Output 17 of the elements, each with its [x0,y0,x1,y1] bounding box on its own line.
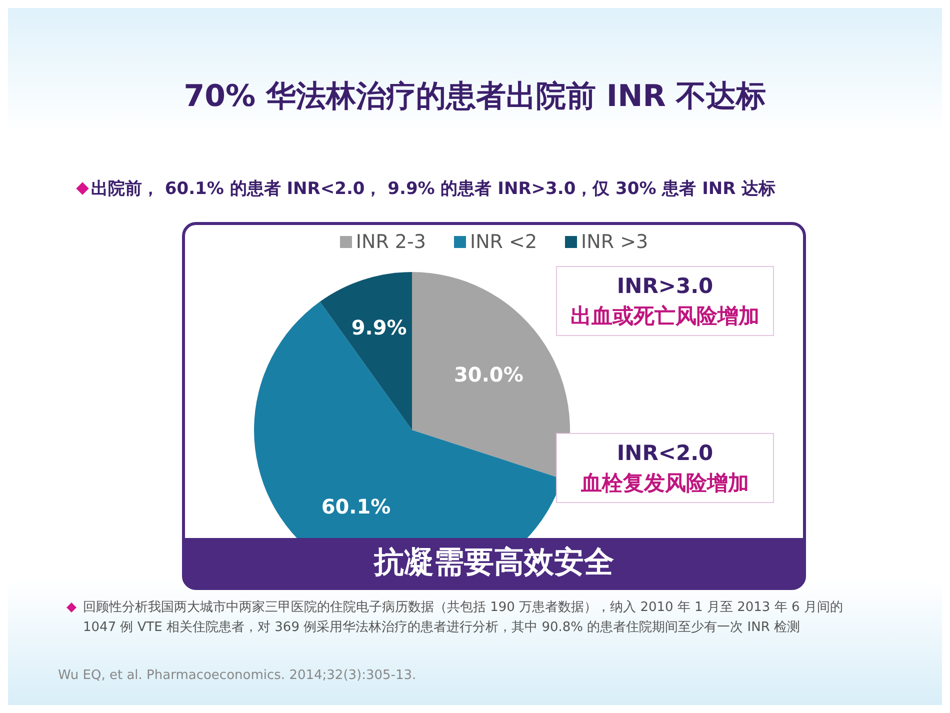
legend-label: INR >3 [581,231,648,253]
pie-slice [320,272,412,430]
text: 抗凝需要高效安全 [182,538,806,588]
data-label: 60.1% [321,494,391,519]
text: 回顾性分析我国两大城市中两家三甲医院的住院电子病历数据（共包括 190 万患者数据），纳入 2010 年 1 月至 2013 年 6 月间的 1047 例 VTE 相关住院患者，对 369 例采用华法林治疗的患者进行分析，其中 90.8% 的患者住院期间至少有一次 INR 检测 [83,599,844,637]
chart-subtitle: 出院前， 60.1% 的患者 INR<2.0， 9.9% 的患者 INR>3.0，仅 30% 患者 INR 达标 [91,178,776,200]
data-label: 9.9% [351,316,407,340]
data-label: 30.0% [454,362,524,386]
text: Wu EQ, et al. Pharmacoeconomics. 2014;32(3):305-13. [58,668,416,683]
legend-label: INR 2-3 [356,231,426,253]
chart-title: 70% 华法林治疗的患者出院前 INR 不达标 [182,78,768,116]
text: 血栓复发风险增加 [580,470,750,497]
legend-label: INR <2 [470,231,538,253]
text: 出血或死亡风险增加 [570,303,760,330]
pie-slice [412,272,570,479]
text: INR>3.0 [616,273,714,300]
text: INR<2.0 [616,440,714,467]
